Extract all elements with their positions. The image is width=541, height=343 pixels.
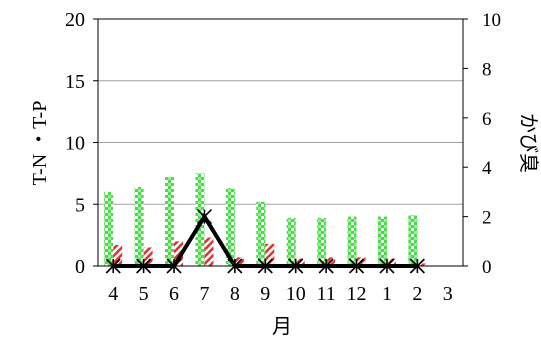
bar <box>408 215 418 266</box>
bar <box>265 243 275 266</box>
bar <box>104 191 114 266</box>
bar <box>417 263 427 266</box>
x-tick-label: 3 <box>443 283 453 305</box>
bar <box>113 245 123 266</box>
line-point <box>288 258 304 274</box>
bar <box>174 241 184 266</box>
bar <box>347 216 357 266</box>
right-tick-label: 10 <box>482 10 501 31</box>
x-tick-label: 5 <box>139 283 149 305</box>
bar <box>195 173 205 266</box>
right-tick-label: 0 <box>482 257 492 278</box>
line-point <box>105 258 121 274</box>
bar <box>286 217 296 266</box>
x-tick-label: 7 <box>199 283 209 305</box>
line-point <box>318 258 334 274</box>
left-axis-title: T-N ・T-P <box>29 101 51 186</box>
gridlines <box>98 80 463 205</box>
x-axis-title: 月 <box>272 316 292 338</box>
line-point <box>166 258 182 274</box>
line-series <box>105 209 425 274</box>
line-point <box>257 258 273 274</box>
left-tick-label: 0 <box>75 256 85 278</box>
line-point <box>379 258 395 274</box>
right-axis-ticks: 0 2 4 6 8 10 <box>463 10 501 278</box>
left-tick-label: 10 <box>65 133 85 155</box>
x-tick-label: 8 <box>230 283 240 305</box>
right-tick-label: 8 <box>482 59 492 80</box>
bar <box>377 216 387 266</box>
line-point <box>136 258 152 274</box>
line-point <box>348 258 365 274</box>
left-axis-ticks: 0 5 10 15 20 <box>65 9 98 278</box>
right-tick-label: 4 <box>482 158 492 179</box>
bar <box>143 247 153 266</box>
x-tick-label: 10 <box>286 283 306 305</box>
left-tick-label: 5 <box>75 194 85 216</box>
x-tick-label: 11 <box>316 283 335 305</box>
right-tick-label: 2 <box>482 208 492 229</box>
bar <box>317 217 327 266</box>
bar <box>134 186 144 266</box>
bar <box>204 237 214 266</box>
x-tick-label: 4 <box>108 283 118 305</box>
line-point <box>409 258 425 274</box>
bar <box>256 201 266 266</box>
left-tick-label: 15 <box>65 71 85 93</box>
x-tick-label: 2 <box>412 283 422 305</box>
x-axis-ticks: 4 5 6 7 8 9 10 11 12 1 2 3 <box>108 283 453 305</box>
x-tick-label: 6 <box>169 283 179 305</box>
line-point <box>196 209 213 225</box>
right-tick-label: 6 <box>482 109 492 130</box>
x-tick-label: 12 <box>347 283 367 305</box>
line-point <box>227 258 243 274</box>
x-tick-label: 1 <box>382 283 392 305</box>
right-axis-title: かび臭 <box>517 113 540 173</box>
x-tick-label: 9 <box>260 283 270 305</box>
bars <box>104 173 427 266</box>
bar <box>165 177 175 266</box>
bar <box>225 188 235 266</box>
left-tick-label: 20 <box>65 9 85 31</box>
